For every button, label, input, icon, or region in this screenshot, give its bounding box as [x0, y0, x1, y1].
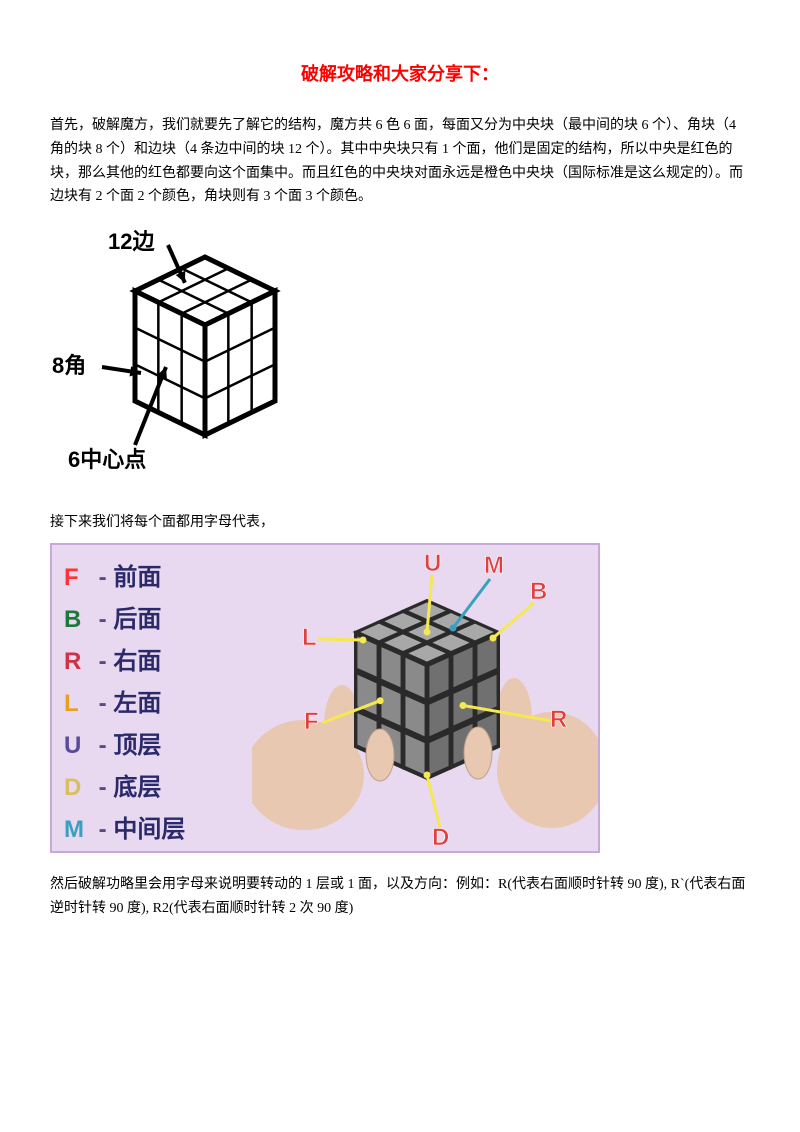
svg-text:F: F — [304, 708, 319, 735]
title-text: 破解攻略和大家分享下： — [301, 64, 499, 84]
legend-row-F: F - 前面 — [64, 557, 185, 599]
paragraph-rotation: 然后破解功略里会用字母来说明要转动的 1 层或 1 面，以及方向：例如：R(代表… — [50, 873, 750, 921]
paragraph-intro: 首先，破解魔方，我们就要先了解它的结构，魔方共 6 色 6 面，每面又分为中央块… — [50, 114, 750, 209]
svg-text:B: B — [530, 578, 547, 605]
svg-text:6中心点: 6中心点 — [68, 447, 146, 472]
paragraph-letters: 接下来我们将每个面都用字母代表， — [50, 511, 750, 535]
legend-row-R: R - 右面 — [64, 641, 185, 683]
svg-text:R: R — [550, 706, 567, 733]
face-legend: F - 前面B - 后面R - 右面L - 左面U - 顶层D - 底层M - … — [64, 557, 185, 851]
legend-row-U: U - 顶层 — [64, 725, 185, 767]
svg-text:8角: 8角 — [52, 353, 86, 378]
legend-row-D: D - 底层 — [64, 767, 185, 809]
legend-row-B: B - 后面 — [64, 599, 185, 641]
face-notation-diagram: F - 前面B - 后面R - 右面L - 左面U - 顶层D - 底层M - … — [50, 543, 600, 853]
page-title: 破解攻略和大家分享下： — [50, 60, 750, 86]
legend-row-M: M - 中间层 — [64, 809, 185, 851]
svg-text:12边: 12边 — [108, 229, 155, 254]
svg-text:D: D — [432, 824, 449, 851]
svg-text:U: U — [424, 550, 441, 577]
svg-text:M: M — [484, 552, 504, 579]
cube-structure-diagram: 12边 8角 6中心点 — [50, 227, 750, 479]
svg-text:L: L — [302, 624, 317, 651]
legend-row-L: L - 左面 — [64, 683, 185, 725]
